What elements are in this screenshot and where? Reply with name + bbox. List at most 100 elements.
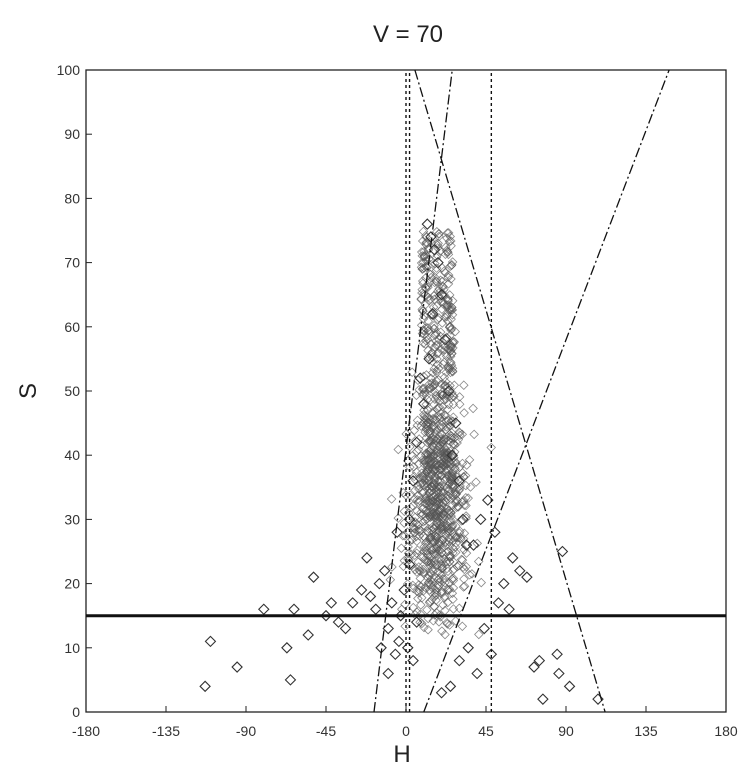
cloud-point: [435, 428, 445, 439]
data-point: [332, 616, 345, 628]
data-point: [521, 571, 533, 583]
cloud-point: [419, 329, 430, 340]
y-tick-label: 10: [64, 640, 80, 656]
cloud-point: [459, 564, 470, 575]
cloud-point: [414, 526, 424, 537]
data-point: [551, 648, 563, 660]
data-point: [498, 577, 510, 590]
cloud-point: [444, 620, 455, 630]
cloud-point: [434, 553, 444, 564]
cloud-point: [446, 260, 457, 271]
cloud-point: [414, 473, 425, 483]
cloud-point: [413, 593, 423, 604]
density-cloud: [385, 226, 496, 640]
data-point: [482, 494, 494, 506]
cloud-point: [445, 321, 455, 332]
cloud-point: [431, 546, 441, 556]
cloud-point: [417, 488, 428, 498]
cloud-point: [431, 336, 441, 346]
cloud-point: [419, 252, 430, 262]
cloud-point: [429, 422, 439, 433]
cloud-point: [434, 545, 445, 555]
data-point: [346, 597, 359, 609]
cloud-point: [427, 594, 437, 605]
cloud-point: [423, 316, 434, 326]
cloud-point: [442, 233, 452, 243]
cloud-point: [432, 354, 442, 364]
y-tick-label: 60: [64, 319, 80, 335]
data-point: [199, 680, 211, 693]
data-point: [457, 513, 469, 526]
cloud-point: [445, 550, 455, 561]
cloud-point: [427, 496, 438, 506]
cloud-point: [445, 305, 456, 315]
cloud-point: [393, 513, 404, 523]
cloud-point: [464, 455, 475, 465]
cloud-point: [439, 290, 449, 300]
cloud-point: [446, 241, 456, 251]
cloud-point: [437, 276, 448, 287]
cloud-point: [424, 577, 434, 588]
cloud-point: [459, 545, 469, 555]
reference-lines: [86, 69, 726, 713]
cloud-point: [419, 263, 429, 273]
cloud-point: [457, 497, 468, 507]
cloud-point: [441, 349, 452, 360]
cloud-point: [457, 555, 468, 565]
cloud-point: [428, 566, 438, 576]
cloud-point: [450, 547, 461, 558]
cloud-point: [414, 588, 424, 598]
cloud-point: [445, 437, 456, 447]
cloud-point: [442, 619, 453, 629]
cloud-point: [421, 512, 431, 522]
data-point: [439, 333, 451, 346]
cloud-point: [442, 584, 453, 595]
cloud-point: [448, 583, 459, 593]
cloud-point: [431, 301, 442, 312]
cloud-point: [417, 503, 428, 514]
cloud-point: [436, 416, 447, 427]
cloud-point: [432, 365, 442, 376]
cloud-point: [432, 509, 442, 519]
y-tick-label: 40: [64, 447, 80, 463]
cloud-point: [430, 456, 440, 466]
cloud-point: [476, 577, 487, 588]
cloud-point: [422, 546, 432, 556]
cloud-point: [423, 573, 433, 583]
x-tick-label: -45: [316, 723, 336, 739]
cloud-point: [424, 435, 434, 446]
cloud-point: [444, 533, 454, 543]
data-point: [553, 667, 565, 680]
cloud-point: [424, 585, 435, 595]
data-point: [453, 475, 466, 487]
cloud-point: [429, 424, 440, 434]
cloud-point: [443, 272, 453, 283]
cloud-point: [450, 463, 460, 473]
cloud-point: [422, 412, 432, 423]
x-tick-label: 45: [478, 723, 494, 739]
data-point: [410, 436, 423, 449]
cloud-point: [421, 505, 431, 516]
cloud-point: [441, 245, 452, 256]
cloud-point: [451, 502, 462, 513]
cloud-point: [461, 492, 471, 503]
cloud-point: [421, 390, 432, 401]
cloud-point: [450, 532, 461, 543]
cloud-point: [461, 480, 471, 491]
cloud-point: [425, 574, 436, 585]
cloud-point: [434, 284, 444, 294]
cloud-point: [423, 556, 434, 566]
data-point: [407, 654, 419, 667]
cloud-point: [432, 580, 443, 590]
cloud-point: [432, 240, 443, 251]
cloud-point: [418, 257, 429, 268]
cloud-point: [461, 500, 471, 511]
cloud-point: [423, 475, 434, 485]
cloud-point: [423, 418, 433, 429]
cloud-point: [436, 554, 447, 564]
x-tick-label: 0: [402, 723, 410, 739]
cloud-point: [446, 323, 457, 334]
cloud-point: [444, 399, 454, 410]
cloud-point: [409, 471, 419, 482]
data-point: [320, 609, 332, 622]
